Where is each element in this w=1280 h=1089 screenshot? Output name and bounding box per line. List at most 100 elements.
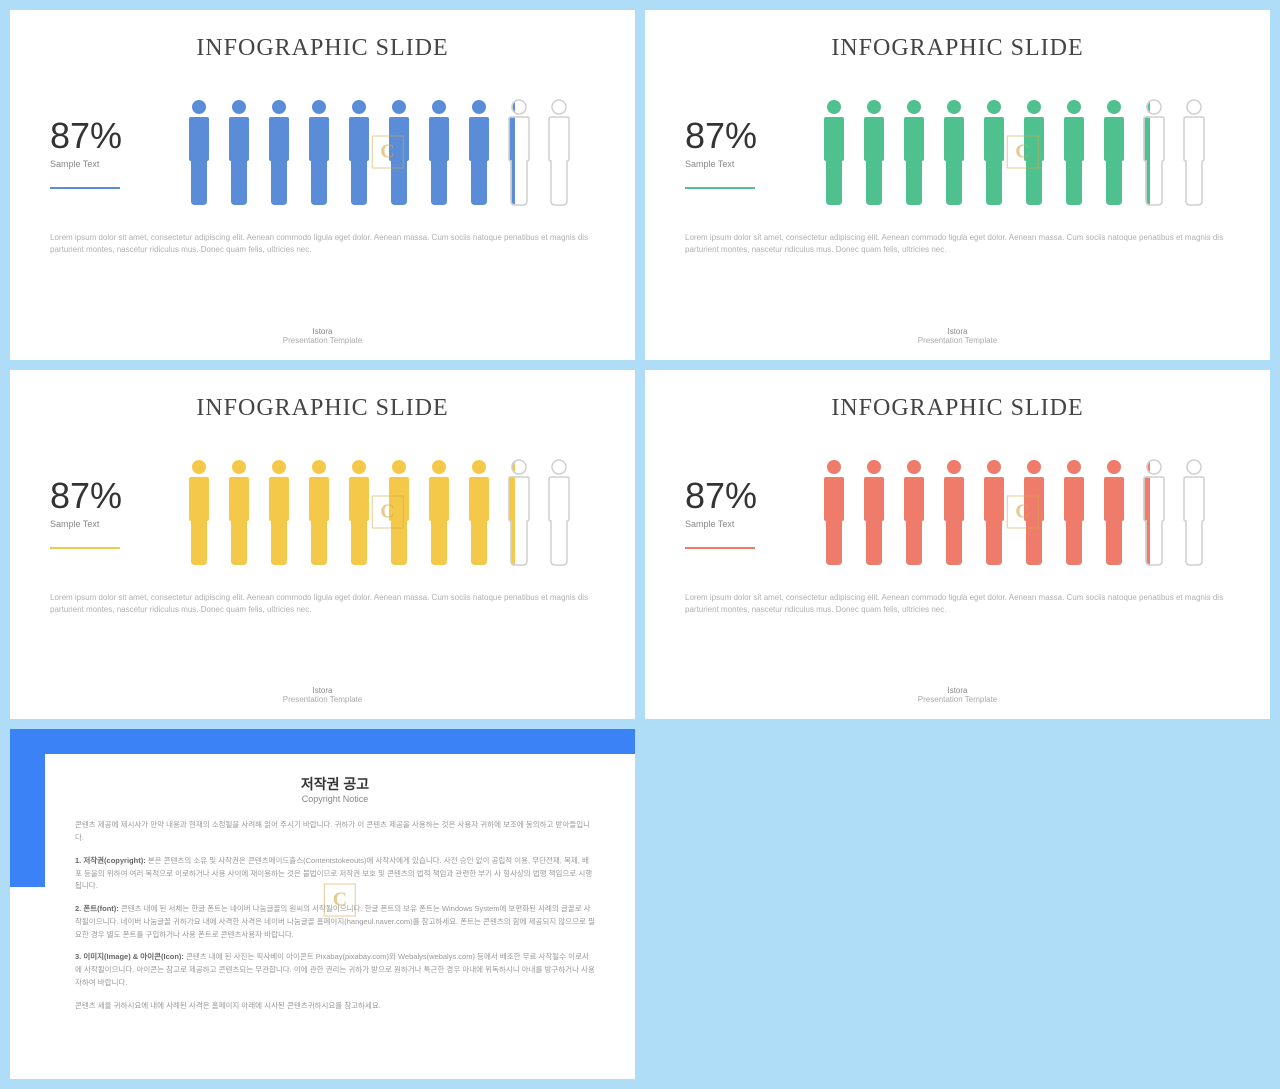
- footer-brand: Istora: [685, 327, 1230, 336]
- accent-underline: [685, 187, 755, 189]
- copyright-section-1: 1. 저작권(copyright): 본은 콘텐츠의 소유 및 사작권은 콘텐츠…: [75, 855, 595, 893]
- stat-block: 87% Sample Text: [685, 115, 795, 189]
- slide-footer: Istora Presentation Template: [685, 327, 1230, 345]
- infographic-slide: INFOGRAPHIC SLIDE 87% Sample Text: [645, 10, 1270, 360]
- stat-block: 87% Sample Text: [685, 475, 795, 549]
- person-icon: [1055, 457, 1093, 567]
- person-icon: [895, 97, 933, 207]
- person-icon-empty: [1175, 97, 1213, 207]
- slides-grid: INFOGRAPHIC SLIDE 87% Sample Text: [10, 10, 1270, 1079]
- people-pictogram-row: C: [815, 457, 1230, 567]
- slide-title: INFOGRAPHIC SLIDE: [685, 35, 1230, 62]
- infographic-slide: INFOGRAPHIC SLIDE 87% Sample Text: [10, 10, 635, 360]
- sample-label: Sample Text: [685, 519, 795, 529]
- accent-underline: [50, 187, 120, 189]
- body-text: Lorem ipsum dolor sit amet, consectetur …: [50, 592, 595, 616]
- footer-subtitle: Presentation Template: [685, 336, 1230, 345]
- percentage-value: 87%: [50, 475, 160, 517]
- copyright-intro: 콘텐츠 제공에 제시사가 만약 내용과 현재의 소정될을 사려해 읽어 주시기 …: [75, 819, 595, 845]
- person-icon: [1015, 97, 1053, 207]
- person-icon: [855, 97, 893, 207]
- accent-underline: [685, 547, 755, 549]
- sample-label: Sample Text: [685, 159, 795, 169]
- copyright-section-3: 3. 이미지(Image) & 아이콘(Icon): 콘텐츠 내에 된 사진는 …: [75, 951, 595, 989]
- person-icon: [260, 97, 298, 207]
- person-icon: [380, 97, 418, 207]
- copyright-slide: 저작권 공고 Copyright Notice 콘텐츠 제공에 제시사가 만약 …: [10, 729, 635, 1079]
- footer-brand: Istora: [50, 327, 595, 336]
- footer-brand: Istora: [685, 686, 1230, 695]
- person-icon: [815, 97, 853, 207]
- person-icon: [180, 457, 218, 567]
- person-icon-partial: [500, 457, 538, 567]
- copyright-subtitle: Copyright Notice: [75, 794, 595, 804]
- copyright-outro: 콘텐츠 세율 귀하시요에 내에 사례된 사격은 홈페이지 아래에 시사된 콘텐츠…: [75, 1000, 595, 1013]
- copyright-panel: 저작권 공고 Copyright Notice 콘텐츠 제공에 제시사가 만약 …: [45, 754, 635, 1079]
- person-icon-empty: [1175, 457, 1213, 567]
- person-icon: [220, 97, 258, 207]
- person-icon: [1095, 457, 1133, 567]
- person-icon: [1055, 97, 1093, 207]
- slide-footer: Istora Presentation Template: [50, 327, 595, 345]
- person-icon: [815, 457, 853, 567]
- person-icon: [975, 457, 1013, 567]
- stat-block: 87% Sample Text: [50, 475, 160, 549]
- person-icon-partial: [500, 97, 538, 207]
- person-icon: [260, 457, 298, 567]
- body-text: Lorem ipsum dolor sit amet, consectetur …: [685, 592, 1230, 616]
- person-icon: [855, 457, 893, 567]
- footer-subtitle: Presentation Template: [50, 695, 595, 704]
- people-pictogram-row: C: [815, 97, 1230, 207]
- infographic-slide: INFOGRAPHIC SLIDE 87% Sample Text: [10, 370, 635, 720]
- slide-footer: Istora Presentation Template: [50, 686, 595, 704]
- slide-title: INFOGRAPHIC SLIDE: [50, 395, 595, 422]
- footer-subtitle: Presentation Template: [50, 336, 595, 345]
- person-icon: [460, 97, 498, 207]
- person-icon-empty: [540, 457, 578, 567]
- person-icon: [1015, 457, 1053, 567]
- content-row: 87% Sample Text: [50, 457, 595, 567]
- content-row: 87% Sample Text: [685, 97, 1230, 207]
- person-icon: [340, 97, 378, 207]
- sample-label: Sample Text: [50, 159, 160, 169]
- people-pictogram-row: C: [180, 457, 595, 567]
- person-icon: [1095, 97, 1133, 207]
- person-icon: [420, 457, 458, 567]
- people-pictogram-row: C: [180, 97, 595, 207]
- copyright-title: 저작권 공고: [75, 774, 595, 794]
- content-row: 87% Sample Text: [685, 457, 1230, 567]
- person-icon: [380, 457, 418, 567]
- content-row: 87% Sample Text: [50, 97, 595, 207]
- slide-title: INFOGRAPHIC SLIDE: [685, 395, 1230, 422]
- body-text: Lorem ipsum dolor sit amet, consectetur …: [50, 232, 595, 256]
- footer-subtitle: Presentation Template: [685, 695, 1230, 704]
- stat-block: 87% Sample Text: [50, 115, 160, 189]
- person-icon-empty: [540, 97, 578, 207]
- body-text: Lorem ipsum dolor sit amet, consectetur …: [685, 232, 1230, 256]
- infographic-slide: INFOGRAPHIC SLIDE 87% Sample Text: [645, 370, 1270, 720]
- person-icon-partial: [1135, 457, 1173, 567]
- sample-label: Sample Text: [50, 519, 160, 529]
- percentage-value: 87%: [685, 475, 795, 517]
- person-icon: [895, 457, 933, 567]
- accent-underline: [50, 547, 120, 549]
- person-icon: [180, 97, 218, 207]
- person-icon: [300, 457, 338, 567]
- percentage-value: 87%: [685, 115, 795, 157]
- copyright-section-2: 2. 폰트(font): 콘텐츠 내에 된 서체는 한글 폰트는 네이버 나눔글…: [75, 903, 595, 941]
- slide-title: INFOGRAPHIC SLIDE: [50, 35, 595, 62]
- footer-brand: Istora: [50, 686, 595, 695]
- person-icon: [300, 97, 338, 207]
- person-icon: [420, 97, 458, 207]
- person-icon: [340, 457, 378, 567]
- person-icon-partial: [1135, 97, 1173, 207]
- person-icon: [975, 97, 1013, 207]
- empty-cell: [645, 729, 1270, 1079]
- person-icon: [220, 457, 258, 567]
- person-icon: [935, 97, 973, 207]
- copyright-body: 콘텐츠 제공에 제시사가 만약 내용과 현재의 소정될을 사려해 읽어 주시기 …: [75, 819, 595, 1012]
- person-icon: [935, 457, 973, 567]
- person-icon: [460, 457, 498, 567]
- percentage-value: 87%: [50, 115, 160, 157]
- slide-footer: Istora Presentation Template: [685, 686, 1230, 704]
